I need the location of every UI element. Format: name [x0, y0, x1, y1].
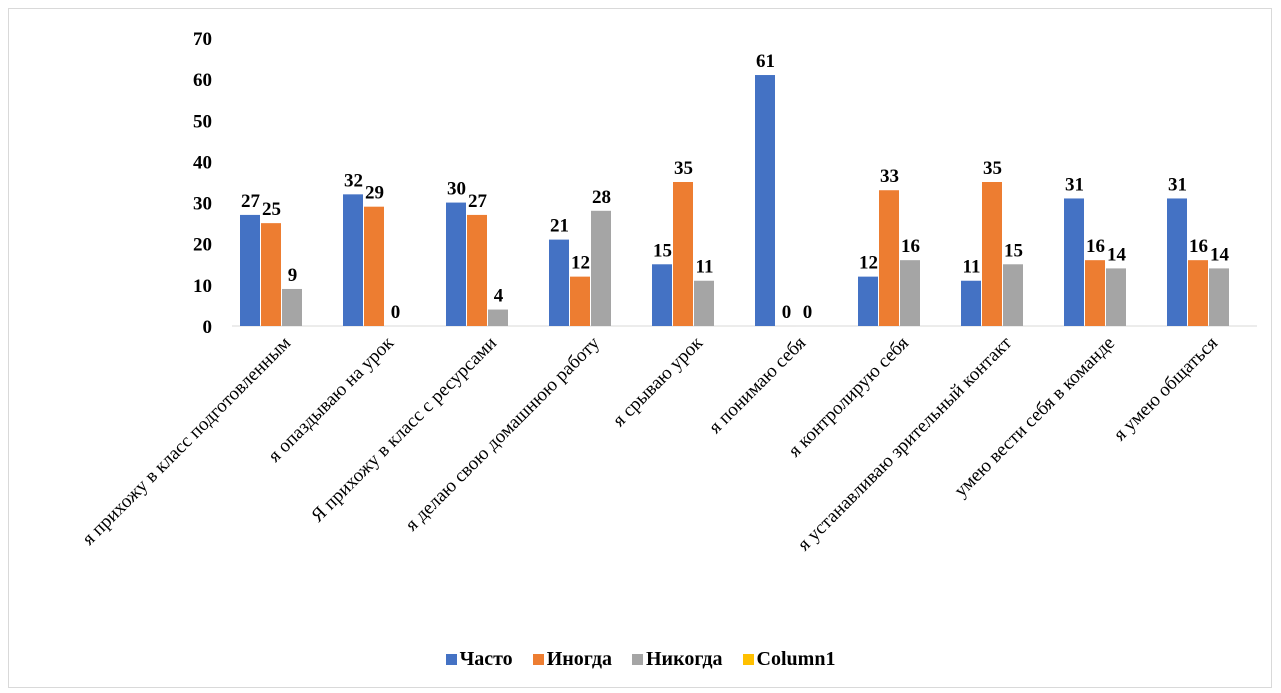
- bar: [343, 194, 363, 326]
- data-label: 25: [262, 199, 281, 220]
- data-label: 15: [1004, 240, 1023, 261]
- legend-item: Никогда: [631, 648, 723, 671]
- category-label: я срываю урок: [609, 332, 708, 431]
- bar: [961, 280, 981, 326]
- legend-label: Иногда: [546, 648, 612, 670]
- bar: [1106, 268, 1126, 326]
- y-tick-label: 30: [193, 194, 212, 215]
- category-label: Я прихожу в класс с ресурсами: [307, 333, 501, 527]
- data-label: 35: [983, 158, 1002, 179]
- bar: [591, 210, 611, 326]
- data-label: 0: [391, 302, 401, 323]
- bar: [1064, 198, 1084, 326]
- data-label: 16: [901, 236, 920, 257]
- legend-item: Иногда: [532, 648, 612, 671]
- bar: [1167, 198, 1187, 326]
- legend-item: Column1: [742, 648, 836, 671]
- data-label: 11: [963, 257, 981, 278]
- data-label: 15: [653, 240, 672, 261]
- data-label: 12: [859, 253, 878, 274]
- bar: [673, 182, 693, 326]
- chart-legend: Часто Иногда Никогда Column1: [0, 648, 1281, 671]
- bar: [652, 264, 672, 326]
- bar: [240, 214, 260, 326]
- bar: [1209, 268, 1229, 326]
- legend-swatch: [532, 654, 544, 665]
- bar: [1085, 260, 1105, 326]
- data-label: 11: [696, 257, 714, 278]
- y-tick-label: 60: [193, 70, 212, 91]
- data-label: 21: [550, 216, 569, 237]
- data-label: 0: [782, 302, 792, 323]
- category-label: я делаю свою домашнюю работу: [401, 332, 604, 535]
- bar: [570, 276, 590, 326]
- legend-swatch: [742, 654, 754, 665]
- y-tick-label: 70: [193, 29, 212, 50]
- data-label: 14: [1107, 244, 1127, 265]
- category-label: я понимаю себя: [705, 333, 810, 438]
- bar: [467, 214, 487, 326]
- data-label: 4: [494, 286, 504, 307]
- legend-item: Часто: [445, 648, 513, 671]
- bar: [446, 202, 466, 326]
- data-label: 27: [468, 191, 488, 212]
- data-label: 16: [1189, 236, 1208, 257]
- data-label: 31: [1065, 174, 1084, 195]
- bar: [261, 223, 281, 326]
- data-label: 14: [1210, 244, 1230, 265]
- data-label: 35: [674, 158, 693, 179]
- legend-label: Column1: [756, 648, 836, 670]
- bar: [982, 182, 1002, 326]
- y-tick-label: 10: [193, 276, 212, 297]
- data-label: 12: [571, 253, 590, 274]
- bar: [488, 309, 508, 326]
- bar: [549, 239, 569, 326]
- bar: [879, 190, 899, 326]
- bar: [858, 276, 878, 326]
- data-label: 30: [447, 179, 466, 200]
- data-label: 32: [344, 170, 363, 191]
- bar: [900, 260, 920, 326]
- bar: [364, 206, 384, 326]
- bar: [282, 288, 302, 326]
- legend-label: Часто: [459, 648, 513, 670]
- y-tick-label: 50: [193, 111, 212, 132]
- data-label: 29: [365, 183, 384, 204]
- legend-swatch: [631, 654, 643, 665]
- bar: [755, 75, 775, 327]
- bar: [1003, 264, 1023, 326]
- data-label: 9: [288, 265, 298, 286]
- category-label: я прихожу в класс подготовленным: [78, 333, 295, 550]
- category-label: я устанавливаю зрительный контакт: [794, 332, 1017, 555]
- data-label: 28: [592, 187, 611, 208]
- y-tick-label: 40: [193, 152, 212, 173]
- data-label: 27: [241, 191, 261, 212]
- legend-swatch: [445, 654, 457, 665]
- data-label: 33: [880, 166, 899, 187]
- chart-frame: [8, 8, 1272, 688]
- y-tick-label: 20: [193, 235, 212, 256]
- data-label: 31: [1168, 174, 1187, 195]
- data-label: 61: [756, 51, 775, 72]
- data-label: 0: [803, 302, 813, 323]
- bar: [1188, 260, 1208, 326]
- data-label: 16: [1086, 236, 1105, 257]
- bar: [694, 280, 714, 326]
- legend-label: Никогда: [645, 648, 723, 670]
- category-label: я умею общаться: [1110, 333, 1223, 446]
- y-tick-label: 0: [203, 317, 213, 338]
